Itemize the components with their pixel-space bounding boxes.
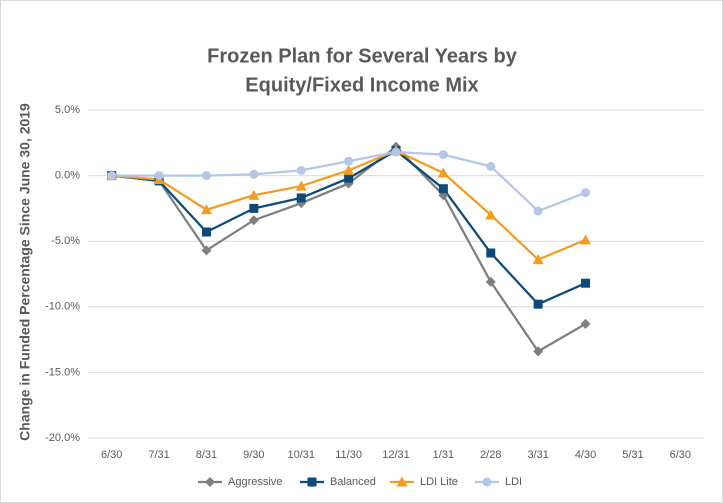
y-tick-label: -15.0% [45,366,80,378]
data-point [486,248,496,258]
data-point [437,167,449,178]
x-tick-label: 3/31 [527,449,548,461]
data-point [343,164,355,175]
data-point [580,318,591,329]
x-tick-label: 12/31 [382,449,410,461]
x-tick-label: 10/31 [287,449,315,461]
data-point [154,171,164,181]
data-point [201,245,212,256]
data-point [201,171,211,181]
x-tick-label: 9/30 [243,449,264,461]
data-point [438,150,448,160]
data-point [344,173,354,183]
legend-marker [205,477,215,487]
data-point [533,206,543,216]
data-point [532,254,544,265]
data-point [438,184,448,194]
x-tick-label: 4/30 [575,449,596,461]
legend-label: LDI Lite [420,476,458,488]
data-point [533,299,543,309]
data-point [391,147,401,157]
data-point [533,346,544,357]
data-point [248,215,259,226]
data-point [580,234,592,245]
x-tick-label: 7/31 [148,449,169,461]
data-point [485,276,496,287]
data-point [581,188,591,198]
legend-marker [396,476,408,487]
x-tick-label: 8/31 [196,449,217,461]
y-tick-label: -5.0% [51,235,80,247]
data-point [201,227,211,237]
y-tick-label: 0.0% [55,170,80,182]
data-point [248,189,260,200]
data-point [485,209,497,220]
y-tick-label: 5.0% [55,104,80,116]
data-point [486,161,496,171]
chart-title: Equity/Fixed Income Mix [245,74,478,96]
x-tick-label: 1/31 [433,449,454,461]
y-tick-label: -20.0% [45,432,80,444]
x-tick-label: 11/30 [335,449,362,461]
x-tick-label: 5/31 [622,449,643,461]
legend-label: Balanced [330,476,376,488]
data-point [344,156,354,166]
legend-marker [482,477,492,487]
data-point [249,203,259,213]
data-point [295,180,307,191]
legend-label: LDI [505,476,522,488]
y-axis-label: Change in Funded Percentage Since June 3… [17,103,33,441]
x-tick-label: 6/30 [101,449,122,461]
chart-title: Frozen Plan for Several Years by [207,45,518,67]
data-point [581,278,591,288]
x-tick-label: 2/28 [480,449,501,461]
data-point [200,204,212,215]
legend-label: Aggressive [228,476,282,488]
data-point [296,165,306,175]
data-point [249,169,259,179]
x-tick-label: 6/30 [670,449,691,461]
y-tick-label: -10.0% [45,301,80,313]
data-point [107,171,117,181]
data-point [296,193,306,203]
legend-marker [307,477,317,487]
